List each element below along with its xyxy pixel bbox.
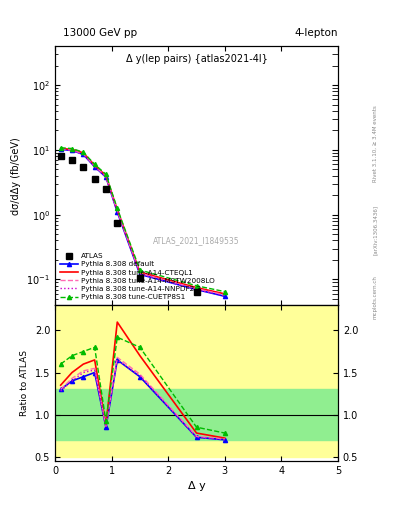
Text: mcplots.cern.ch: mcplots.cern.ch <box>373 275 378 319</box>
Text: [arXiv:1306.3436]: [arXiv:1306.3436] <box>373 205 378 255</box>
Y-axis label: dσ/dΔy (fb/GeV): dσ/dΔy (fb/GeV) <box>11 137 21 215</box>
X-axis label: Δ y: Δ y <box>187 481 206 491</box>
Legend: ATLAS, Pythia 8.308 default, Pythia 8.308 tune-A14-CTEQL1, Pythia 8.308 tune-A14: ATLAS, Pythia 8.308 default, Pythia 8.30… <box>59 251 216 302</box>
Text: Δ y(lep pairs) {atlas2021-4l}: Δ y(lep pairs) {atlas2021-4l} <box>125 54 268 64</box>
Text: 13000 GeV pp: 13000 GeV pp <box>63 28 137 38</box>
Text: ATLAS_2021_I1849535: ATLAS_2021_I1849535 <box>153 236 240 245</box>
Y-axis label: Ratio to ATLAS: Ratio to ATLAS <box>20 350 29 416</box>
Text: Rivet 3.1.10, ≥ 3.4M events: Rivet 3.1.10, ≥ 3.4M events <box>373 105 378 182</box>
Text: 4-lepton: 4-lepton <box>294 28 338 38</box>
